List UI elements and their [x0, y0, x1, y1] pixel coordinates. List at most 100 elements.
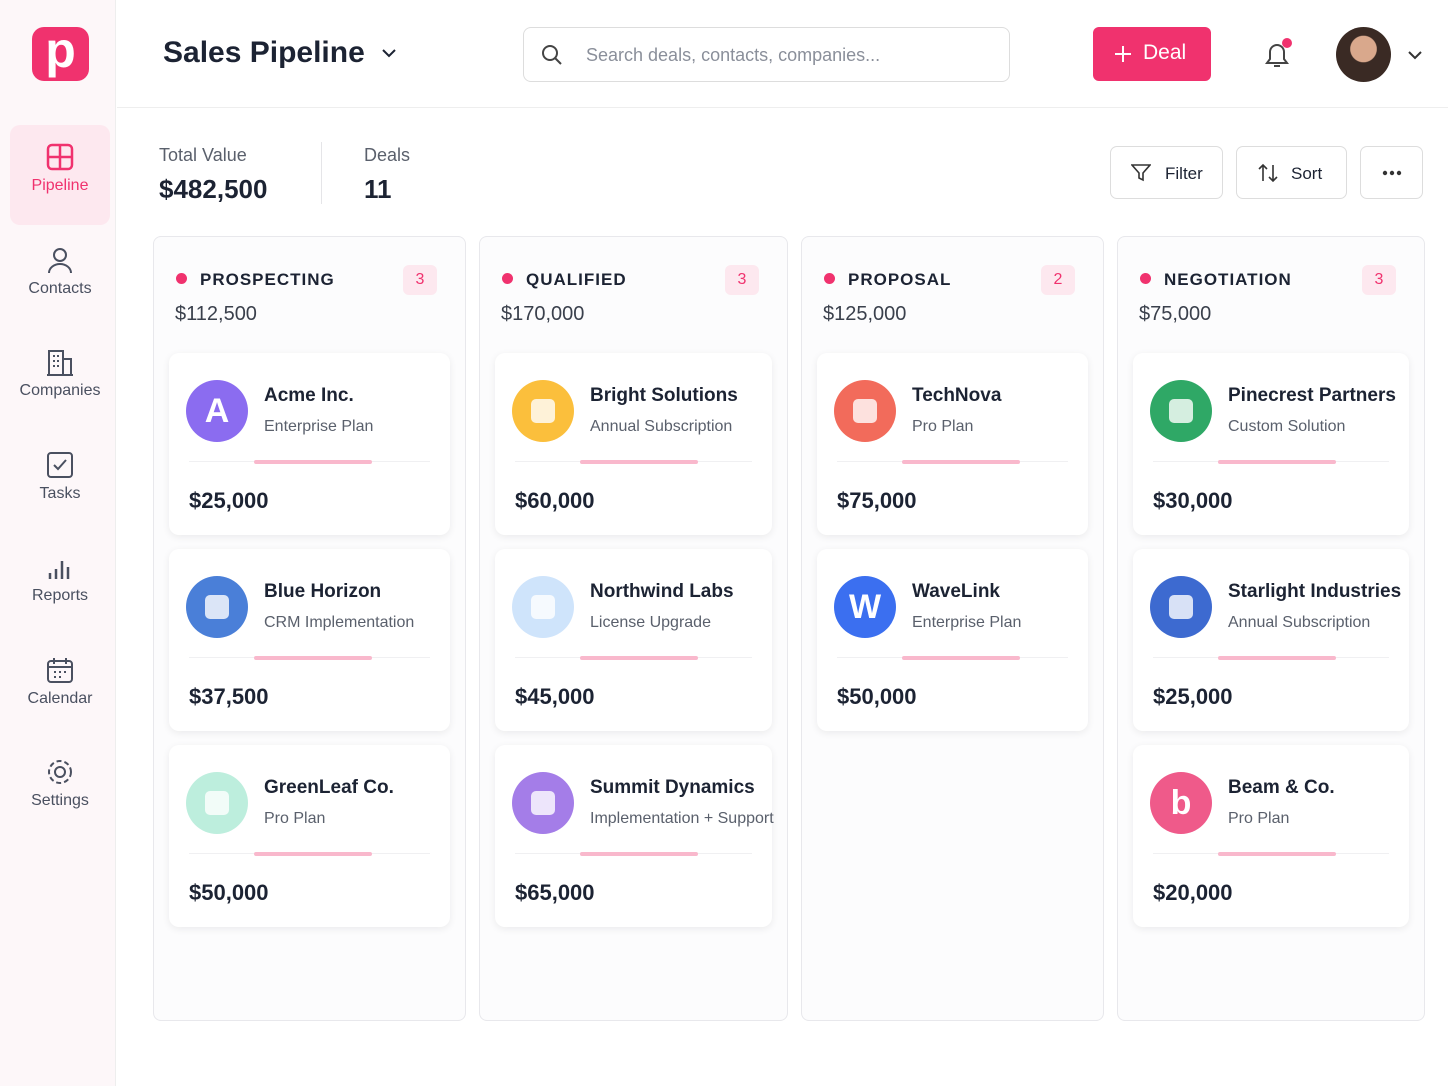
company-name: Pinecrest Partners [1228, 385, 1396, 406]
deal-card[interactable]: Blue Horizon CRM Implementation $37,500 [169, 549, 450, 731]
avatar-icon [1169, 399, 1193, 423]
nav-label: Tasks [39, 484, 81, 502]
logo[interactable]: p [32, 25, 89, 81]
nav-item[interactable]: Calendar [10, 638, 110, 738]
company-avatar: A [186, 380, 248, 442]
avatar-icon [853, 399, 877, 423]
nav-label: Calendar [27, 689, 93, 707]
progress-fill [254, 460, 372, 464]
page-title[interactable]: Sales Pipeline [163, 36, 365, 69]
stage-name: QUALIFIED [526, 270, 627, 289]
stage-name: PROSPECTING [200, 270, 335, 289]
nav-label: Reports [31, 587, 89, 604]
deal-card[interactable]: A Acme Inc. Enterprise Plan $25,000 [169, 353, 450, 535]
nav-icon [46, 143, 74, 171]
nav-item[interactable]: Settings [10, 740, 110, 840]
deal-amount: $20,000 [1153, 880, 1233, 905]
deal-amount: $50,000 [189, 880, 269, 905]
stage-dot [502, 273, 513, 284]
plan-name: Enterprise Plan [264, 418, 374, 435]
notification-bell[interactable] [1261, 38, 1293, 72]
avatar-icon [205, 791, 229, 815]
nav-item[interactable]: Pipeline [10, 125, 110, 225]
filter-icon [1131, 164, 1151, 182]
stage-name: NEGOTIATION [1164, 270, 1292, 289]
plan-name: Annual Subscription [590, 418, 733, 435]
deal-amount: $30,000 [1153, 488, 1233, 513]
sort-button[interactable]: Sort [1236, 146, 1347, 199]
more-button[interactable] [1360, 146, 1423, 199]
nav-icon [48, 561, 70, 579]
company-name: Blue Horizon [264, 581, 382, 602]
company-avatar: W [834, 576, 896, 638]
stage-dot [176, 273, 187, 284]
stat-value: $482,500 [159, 174, 268, 204]
deal-amount: $37,500 [189, 684, 269, 709]
deal-card[interactable]: TechNova Pro Plan $75,000 [817, 353, 1088, 535]
stat-value: 11 [364, 174, 392, 204]
company-avatar [512, 576, 574, 638]
user-chevron[interactable] [1408, 50, 1422, 60]
progress [189, 656, 430, 660]
company-name: Beam & Co. [1228, 777, 1335, 798]
plan-name: Pro Plan [912, 418, 974, 435]
filter-button[interactable]: Filter [1110, 146, 1223, 199]
deal-amount: $60,000 [515, 488, 595, 513]
progress [189, 460, 430, 464]
avatar-icon [205, 595, 229, 619]
company-name: Starlight Industries [1228, 581, 1402, 602]
progress [837, 656, 1068, 660]
plan-name: Pro Plan [264, 810, 326, 827]
plan-name: Pro Plan [1228, 810, 1290, 827]
progress-fill [902, 460, 1020, 464]
deal-card[interactable]: Pinecrest Partners Custom Solution $30,000 [1133, 353, 1409, 535]
plan-name: Implementation + Support [590, 810, 774, 827]
company-avatar [186, 576, 248, 638]
search-box[interactable]: Search deals, contacts, companies... [523, 27, 1010, 82]
deal-card[interactable]: b Beam & Co. Pro Plan $20,000 [1133, 745, 1409, 927]
deal-card[interactable]: Bright Solutions Annual Subscription $60,0… [495, 353, 772, 535]
company-name: WaveLink [912, 581, 1000, 602]
stage-total: $75,000 [1139, 303, 1212, 325]
user-avatar[interactable] [1336, 27, 1391, 82]
deal-card[interactable]: Starlight Industries Annual Subscription $… [1133, 549, 1409, 731]
plan-name: Enterprise Plan [912, 614, 1022, 631]
deal-amount: $50,000 [837, 684, 917, 709]
nav-icon [48, 247, 72, 273]
stage-name: PROPOSAL [848, 270, 952, 289]
more-icon [1382, 170, 1402, 176]
plan-name: CRM Implementation [264, 614, 415, 631]
company-avatar [1150, 576, 1212, 638]
nav-item[interactable]: Tasks [10, 433, 110, 533]
stage-column: PROSPECTING 3 $112,500 A Acme Inc. Enterprise… [153, 236, 466, 1021]
deal-card[interactable]: GreenLeaf Co. Pro Plan $50,000 [169, 745, 450, 927]
new-deal-button[interactable]: Deal [1093, 27, 1211, 81]
deal-card[interactable]: W WaveLink Enterprise Plan $50,000 [817, 549, 1088, 731]
nav-icon [47, 657, 73, 683]
plan-name: License Upgrade [590, 614, 711, 631]
deal-amount: $25,000 [1153, 684, 1233, 709]
avatar-icon [1169, 595, 1193, 619]
stat: Deals 11 [364, 145, 410, 205]
nav-item[interactable]: Companies [10, 330, 110, 430]
deal-card[interactable]: Summit Dynamics Implementation + Support $… [495, 745, 774, 927]
deal-card[interactable]: Northwind Labs License Upgrade $45,000 [495, 549, 772, 731]
stage-count: 2 [1041, 265, 1075, 295]
stage-column: PROPOSAL 2 $125,000 TechNova Pro Plan $75,000… [801, 236, 1104, 1021]
title-chevron[interactable] [382, 48, 396, 58]
stage-column: NEGOTIATION 3 $75,000 Pinecrest Partners Cus… [1117, 236, 1425, 1021]
stage-count: 3 [403, 265, 437, 295]
nav-icon [48, 760, 72, 784]
progress-fill [580, 460, 698, 464]
progress [515, 656, 752, 660]
nav-item[interactable]: Contacts [10, 228, 110, 328]
stage-count: 3 [1362, 265, 1396, 295]
nav-item[interactable]: Reports [10, 535, 110, 635]
company-avatar [834, 380, 896, 442]
plan-name: Annual Subscription [1228, 614, 1371, 631]
search-icon [542, 45, 562, 65]
divider [321, 142, 322, 204]
progress-fill [1218, 852, 1336, 856]
progress [1153, 656, 1389, 660]
nav-icon [47, 350, 73, 376]
